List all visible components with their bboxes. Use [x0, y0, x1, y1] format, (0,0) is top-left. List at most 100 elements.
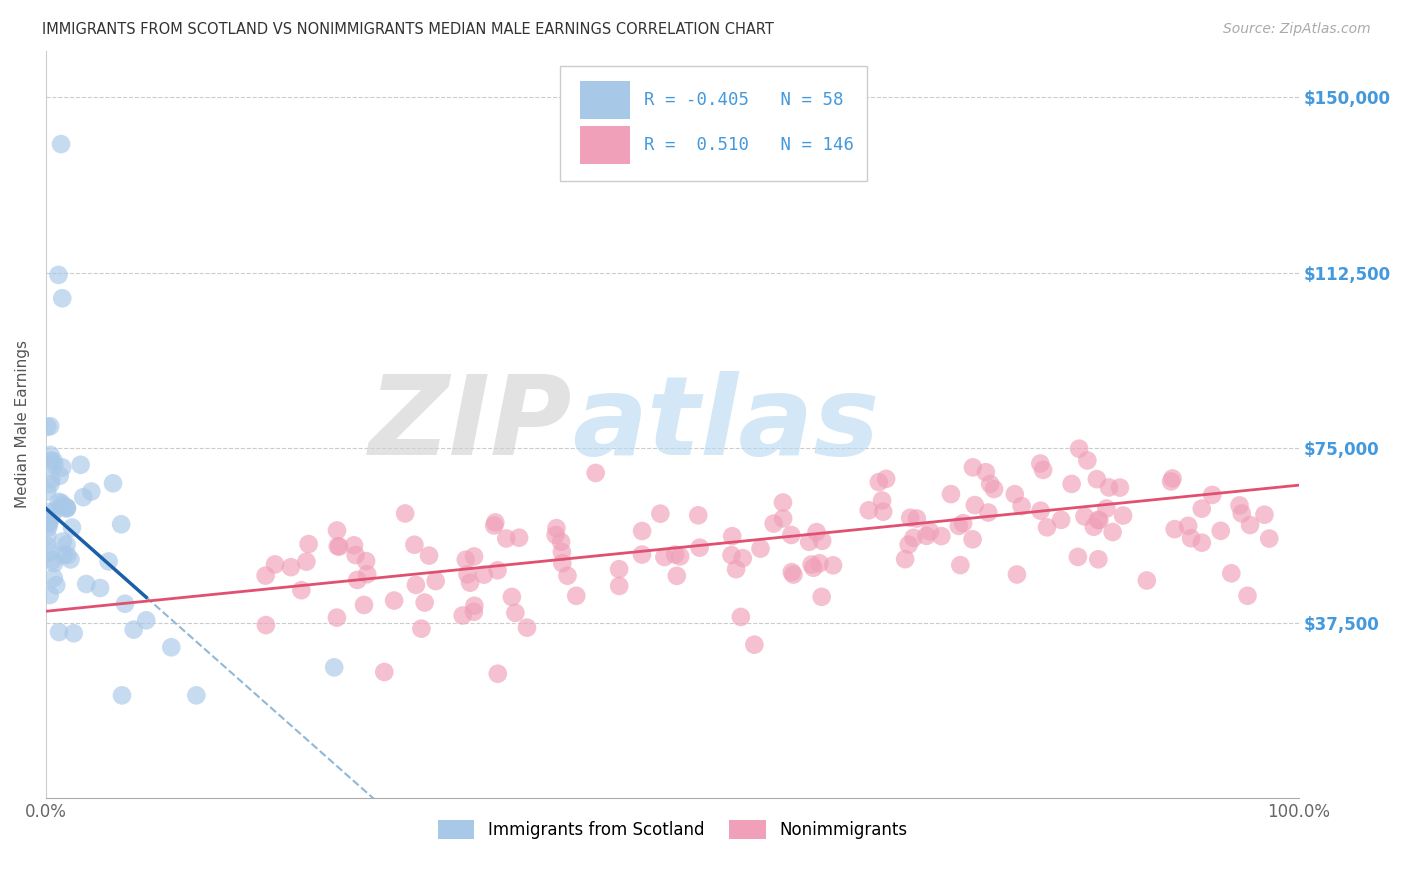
Point — [1191, 501, 1213, 516]
Point — [780, 565, 803, 579]
Point — [458, 575, 481, 590]
Point — [38, 588, 60, 602]
Point — [463, 605, 485, 619]
Point — [1253, 508, 1275, 522]
Point — [44, 458, 66, 472]
Point — [48, 625, 70, 640]
Point — [664, 548, 686, 562]
Point — [1004, 487, 1026, 501]
Point — [354, 554, 377, 568]
Point — [1109, 481, 1132, 495]
Point — [254, 568, 277, 582]
Point — [55, 501, 77, 516]
Point — [97, 554, 120, 568]
Point — [356, 567, 378, 582]
Point — [894, 552, 917, 566]
Point — [486, 563, 509, 577]
Text: atlas: atlas — [572, 371, 880, 478]
Point — [60, 520, 83, 534]
Point — [1136, 574, 1159, 588]
Point — [264, 558, 287, 572]
Point — [650, 507, 672, 521]
Point — [607, 579, 630, 593]
Point — [56, 548, 79, 562]
Point — [39, 477, 62, 491]
Point — [484, 518, 506, 533]
Point — [42, 454, 65, 468]
Point — [101, 476, 124, 491]
Point — [254, 618, 277, 632]
Point — [1011, 499, 1033, 513]
Point — [56, 500, 79, 515]
Point — [1073, 509, 1095, 524]
Point — [952, 516, 974, 531]
Point — [298, 537, 321, 551]
Point — [51, 496, 73, 510]
Point — [505, 606, 527, 620]
Text: IMMIGRANTS FROM SCOTLAND VS NONIMMIGRANTS MEDIAN MALE EARNINGS CORRELATION CHART: IMMIGRANTS FROM SCOTLAND VS NONIMMIGRANT… — [42, 22, 775, 37]
Point — [1236, 589, 1258, 603]
Point — [858, 503, 880, 517]
Point — [75, 577, 97, 591]
Point — [1161, 471, 1184, 485]
Point — [749, 541, 772, 556]
Point — [1239, 518, 1261, 533]
Point — [939, 487, 962, 501]
Point — [1095, 501, 1118, 516]
Point — [1101, 524, 1123, 539]
Point — [508, 531, 530, 545]
Point — [772, 495, 794, 509]
Point — [326, 610, 349, 624]
Point — [1087, 552, 1109, 566]
Point — [868, 475, 890, 489]
Point — [607, 562, 630, 576]
Point — [905, 511, 928, 525]
Point — [49, 137, 72, 152]
Point — [875, 472, 897, 486]
Point — [870, 493, 893, 508]
Point — [730, 610, 752, 624]
Point — [546, 521, 568, 535]
Point — [725, 562, 748, 576]
Point — [323, 660, 346, 674]
Point — [51, 291, 73, 305]
Point — [1083, 520, 1105, 534]
Point — [731, 551, 754, 566]
Point — [516, 621, 538, 635]
Point — [1029, 504, 1052, 518]
Point — [565, 589, 588, 603]
Point — [344, 548, 367, 562]
Point — [463, 549, 485, 564]
Point — [89, 581, 111, 595]
Point — [41, 472, 63, 486]
Point — [962, 460, 984, 475]
Point — [1076, 453, 1098, 467]
Point — [979, 477, 1001, 491]
Text: ZIP: ZIP — [368, 371, 572, 478]
Point — [51, 460, 73, 475]
Point — [1098, 480, 1121, 494]
Point — [799, 534, 821, 549]
Point — [373, 665, 395, 679]
Point — [411, 622, 433, 636]
Point — [463, 599, 485, 613]
Point — [977, 506, 1000, 520]
Point — [346, 573, 368, 587]
Point — [326, 539, 349, 553]
Point — [1209, 524, 1232, 538]
Point — [280, 560, 302, 574]
Point — [451, 608, 474, 623]
Point — [472, 567, 495, 582]
Point — [48, 468, 70, 483]
Point — [39, 419, 62, 434]
Point — [1005, 567, 1028, 582]
Point — [962, 533, 984, 547]
Point — [52, 548, 75, 562]
Point — [1060, 476, 1083, 491]
Point — [654, 549, 676, 564]
Point — [544, 528, 567, 542]
FancyBboxPatch shape — [579, 81, 630, 119]
Point — [898, 510, 921, 524]
Point — [1191, 535, 1213, 549]
Point — [1220, 566, 1243, 581]
